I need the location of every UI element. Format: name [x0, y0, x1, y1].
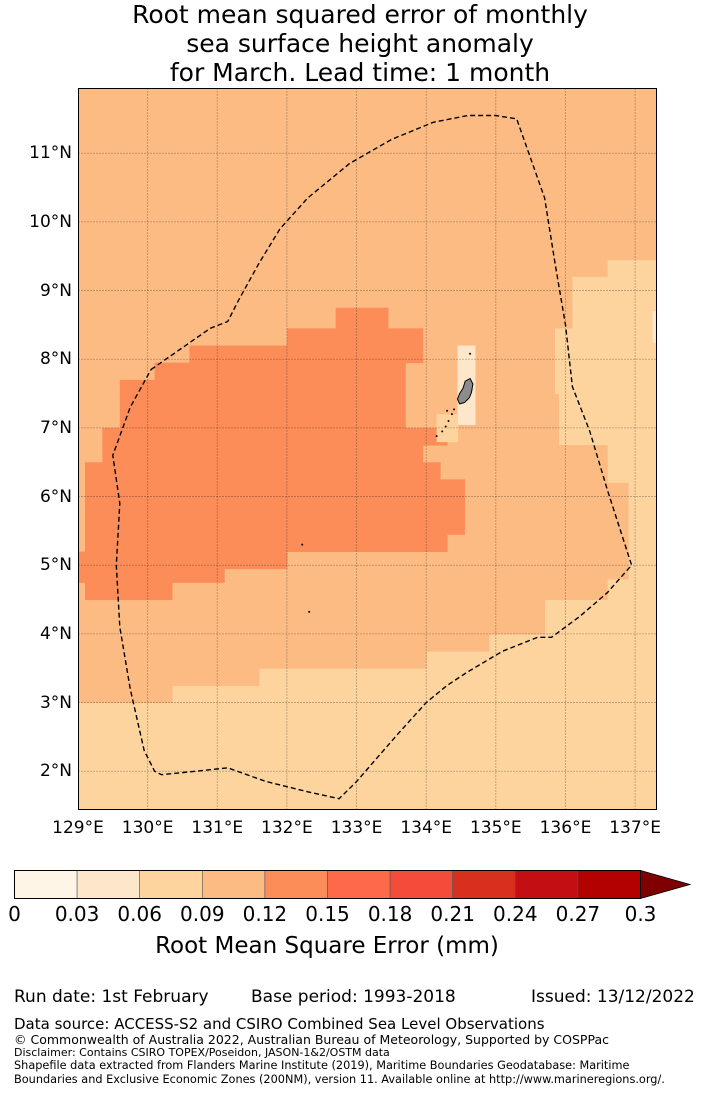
islet	[450, 413, 453, 416]
lat-tick-label: 10°N	[29, 211, 72, 232]
colorbar-frame	[14, 870, 641, 899]
data-source: Data source: ACCESS-S2 and CSIRO Combine…	[14, 1015, 545, 1033]
base-period: Base period: 1993-2018	[251, 987, 456, 1007]
colorbar-label: Root Mean Square Error (mm)	[155, 933, 499, 959]
lat-tick-label: 6°N	[39, 486, 72, 507]
rmse-cell-9	[78, 651, 427, 669]
rmse-cell-21	[102, 427, 448, 446]
run-date: Run date: 1st February	[14, 987, 209, 1007]
colorbar-tick-label: 0	[8, 902, 21, 926]
rmse-cell-22	[102, 445, 424, 463]
rmse-cell-24	[84, 479, 465, 535]
rmse-cell-25	[84, 534, 448, 552]
colorbar-tick-label: 0.12	[242, 902, 288, 926]
rmse-cell-23	[84, 462, 441, 480]
map-canvas	[78, 88, 656, 809]
rmse-cell-8	[78, 633, 490, 652]
colorbar-bin-3	[202, 870, 266, 899]
colorbar-bin-1	[76, 870, 140, 899]
copyright-notice: © Commonwealth of Australia 2022, Austra…	[14, 1032, 609, 1047]
rmse-cell-27	[78, 568, 225, 583]
colorbar-tick-label: 0.09	[180, 902, 225, 926]
rmse-cell-7	[78, 599, 546, 635]
lat-tick-label: 8°N	[39, 349, 72, 370]
title-line-2: sea surface height anomaly	[186, 29, 534, 58]
lat-tick-label: 2°N	[39, 761, 72, 782]
lon-tick-label: 133°E	[330, 818, 383, 838]
islet	[435, 435, 438, 438]
issued-date: Issued: 13/12/2022	[531, 987, 695, 1007]
rmse-cell-10	[78, 668, 260, 686]
islet	[447, 420, 450, 423]
colorbar-bin-2	[139, 870, 203, 899]
colorbar-tick-label: 0.24	[493, 902, 538, 926]
colorbar-bin-7	[452, 870, 516, 899]
rmse-cell-28	[84, 582, 173, 601]
rmse-cell-13	[555, 328, 573, 395]
rmse-cell-16	[286, 328, 424, 346]
rmse-cell-6	[78, 578, 608, 601]
rmse-cell-12	[572, 276, 656, 395]
disclaimer: Disclaimer: Contains CSIRO TOPEX/Poseido…	[14, 1046, 390, 1059]
islet	[308, 610, 311, 613]
colorbar-tick-label: 0.06	[117, 902, 162, 926]
rmse-cell-31	[436, 414, 459, 443]
rmse-cell-11	[78, 685, 173, 704]
rmse-cell-15	[335, 307, 389, 329]
colorbar-bin-6	[389, 870, 454, 899]
rmse-cell-19	[119, 379, 406, 398]
rmse-cell-18	[154, 362, 406, 381]
shapefile-credit-line-2: Boundaries and Exclusive Economic Zones …	[14, 1073, 665, 1086]
colorbar-bin-0	[14, 870, 78, 899]
islet	[446, 409, 449, 412]
lat-tick-label: 3°N	[39, 692, 72, 713]
colorbar-tick-label: 0.27	[555, 902, 601, 926]
rmse-cell-1	[78, 259, 608, 278]
colorbar-bin-5	[327, 870, 391, 899]
island-main	[456, 377, 474, 405]
shapefile-credit-line-1: Shapefile data extracted from Flanders M…	[14, 1059, 630, 1072]
colorbar-bin-4	[264, 870, 328, 899]
lon-tick-label: 136°E	[539, 818, 592, 838]
lon-tick-label: 132°E	[261, 818, 313, 838]
lon-tick-label: 135°E	[469, 818, 522, 838]
rmse-map	[78, 88, 656, 809]
rmse-cell-17	[189, 345, 424, 364]
rmse-cell-20	[119, 397, 406, 429]
lat-tick-label: 7°N	[39, 417, 72, 438]
lon-tick-label: 129°E	[52, 818, 104, 838]
title-line-3: for March. Lead time: 1 month	[169, 58, 551, 87]
colorbar-tick-label: 0.21	[430, 902, 475, 926]
lat-tick-label: 4°N	[39, 623, 72, 644]
colorbar-tick-label: 0.18	[367, 902, 413, 926]
lon-tick-label: 131°E	[191, 818, 244, 838]
colorbar-tick-label: 0.15	[305, 902, 350, 926]
rmse-cell-26	[78, 551, 288, 570]
colorbar-bin-9	[577, 870, 641, 899]
islet	[453, 408, 456, 411]
rmse-cell-30	[457, 345, 476, 364]
colorbar-tick-label: 0.3	[624, 902, 657, 926]
colorbar-bin-8	[514, 870, 579, 899]
islet	[444, 425, 447, 428]
lon-tick-label: 130°E	[121, 818, 174, 838]
lat-tick-label: 11°N	[29, 143, 72, 164]
islet	[301, 543, 304, 546]
lon-tick-label: 134°E	[400, 818, 453, 838]
title-line-1: Root mean squared error of monthly	[132, 0, 588, 29]
rmse-cell-0	[78, 88, 656, 261]
islet	[469, 352, 472, 355]
colorbar-tick-label: 0.03	[54, 902, 100, 926]
colorbar	[14, 870, 692, 900]
lat-tick-label: 9°N	[39, 280, 72, 301]
chart-title: Root mean squared error of monthly sea s…	[0, 0, 720, 87]
colorbar-extend-arrow	[640, 870, 692, 900]
lon-tick-label: 137°E	[609, 818, 661, 838]
lat-tick-label: 5°N	[39, 555, 72, 576]
rmse-cell-14	[652, 311, 656, 343]
islet	[441, 430, 444, 433]
eez-boundary	[112, 114, 633, 800]
